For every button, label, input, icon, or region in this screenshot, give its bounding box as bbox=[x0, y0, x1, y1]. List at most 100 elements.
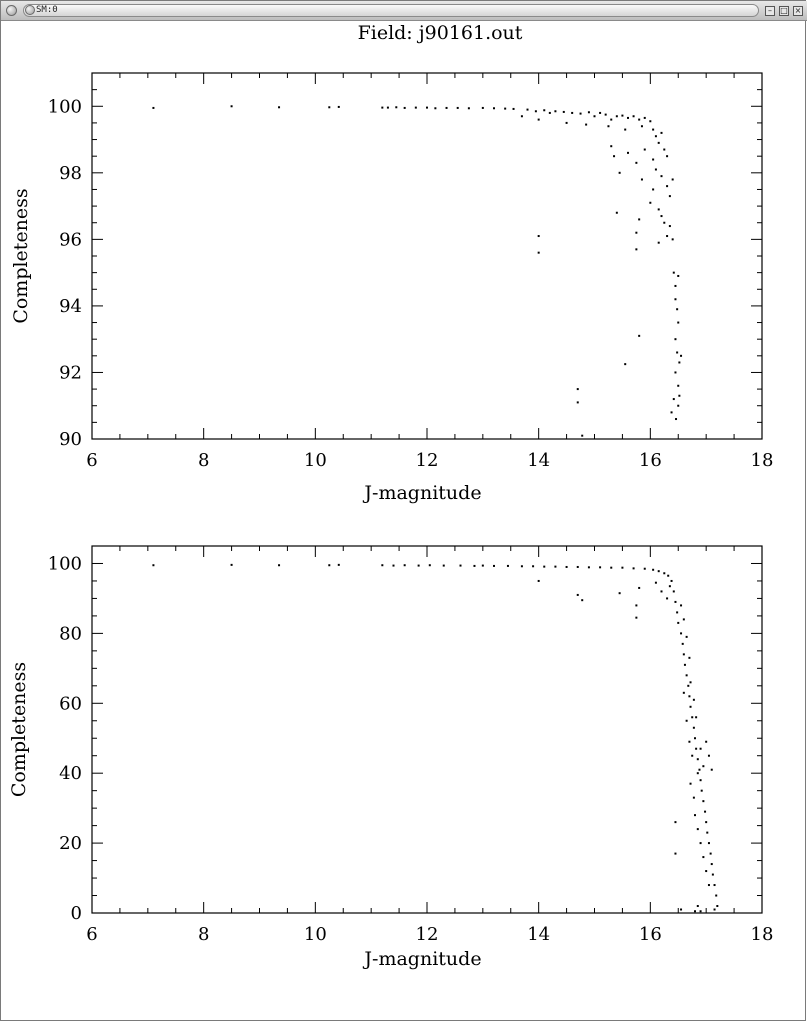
data-point bbox=[537, 118, 540, 121]
data-point bbox=[534, 110, 537, 113]
data-point bbox=[585, 123, 588, 126]
data-point bbox=[627, 116, 629, 119]
data-point bbox=[709, 852, 712, 855]
data-point bbox=[576, 388, 579, 391]
data-point bbox=[624, 363, 627, 366]
data-point bbox=[699, 842, 702, 845]
minimize-icon[interactable]: – bbox=[765, 6, 775, 16]
plot-frame bbox=[91, 72, 763, 440]
x-tick-label: 16 bbox=[639, 450, 662, 471]
data-point bbox=[403, 564, 406, 567]
y-tick-label: 0 bbox=[71, 903, 82, 924]
data-point bbox=[445, 106, 448, 109]
data-point bbox=[565, 121, 568, 124]
x-tick-label: 18 bbox=[751, 450, 774, 471]
x-tick-label: 8 bbox=[198, 450, 209, 471]
data-point bbox=[677, 404, 680, 407]
data-point bbox=[587, 566, 590, 569]
data-point bbox=[632, 567, 635, 570]
data-point bbox=[649, 201, 652, 204]
data-point bbox=[381, 564, 384, 567]
x-tick-label: 10 bbox=[304, 924, 327, 945]
data-point bbox=[682, 618, 685, 621]
data-point bbox=[676, 611, 679, 614]
data-point bbox=[607, 125, 610, 128]
data-point bbox=[696, 758, 699, 761]
data-point bbox=[638, 334, 641, 337]
data-point bbox=[627, 151, 629, 154]
data-point bbox=[677, 384, 680, 387]
data-point bbox=[681, 642, 684, 645]
close-icon[interactable]: × bbox=[793, 6, 803, 16]
data-point bbox=[678, 361, 681, 364]
y-tick-label: 60 bbox=[59, 693, 82, 714]
data-point bbox=[663, 572, 666, 575]
data-point bbox=[694, 910, 696, 913]
data-point bbox=[638, 218, 641, 221]
y-tick-label: 90 bbox=[59, 429, 82, 450]
data-point bbox=[593, 115, 596, 118]
y-tick-label: 92 bbox=[59, 362, 82, 383]
data-point bbox=[692, 726, 695, 729]
y-tick-label: 94 bbox=[59, 296, 82, 317]
data-point bbox=[621, 566, 624, 569]
data-point bbox=[687, 684, 690, 687]
data-point bbox=[685, 635, 688, 638]
data-point bbox=[668, 225, 671, 228]
data-point bbox=[638, 586, 641, 589]
data-point bbox=[635, 161, 638, 164]
data-point bbox=[635, 604, 638, 607]
data-point bbox=[652, 158, 655, 161]
window-menu-icon[interactable] bbox=[6, 5, 17, 16]
data-point bbox=[670, 579, 673, 582]
window-title: SM:0 bbox=[36, 5, 58, 15]
data-point bbox=[581, 599, 584, 602]
data-point bbox=[657, 570, 660, 573]
data-point bbox=[520, 115, 523, 118]
y-tick-label: 98 bbox=[59, 163, 82, 184]
data-point bbox=[576, 401, 579, 404]
title-pill[interactable]: SM:0 bbox=[23, 4, 759, 17]
data-point bbox=[473, 564, 476, 567]
maximize-icon[interactable]: □ bbox=[779, 6, 789, 16]
data-point bbox=[707, 842, 710, 845]
data-point bbox=[610, 566, 613, 569]
data-point bbox=[691, 716, 694, 719]
data-point bbox=[493, 564, 495, 567]
title-bar[interactable]: SM:0 – □ × bbox=[1, 1, 807, 21]
completeness-panel-top: 6 8 10 12 14 16 18 90 92 94 96 98 100 J-magnitude Comp… bbox=[10, 72, 774, 504]
data-point bbox=[702, 765, 705, 768]
x-tick-label: 6 bbox=[86, 924, 97, 945]
plot-frame bbox=[91, 545, 763, 914]
data-point bbox=[716, 905, 719, 908]
data-point bbox=[677, 621, 680, 624]
y-axis-label: Completeness bbox=[8, 662, 30, 797]
data-point bbox=[702, 800, 705, 803]
data-point bbox=[700, 789, 703, 792]
data-point bbox=[337, 105, 340, 108]
y-tick-label: 20 bbox=[59, 833, 82, 854]
data-point bbox=[643, 567, 646, 570]
data-point bbox=[520, 565, 523, 568]
data-point bbox=[643, 116, 646, 119]
data-point bbox=[663, 148, 666, 151]
data-point bbox=[710, 863, 713, 866]
x-tick-label: 12 bbox=[416, 924, 439, 945]
data-point bbox=[672, 398, 675, 401]
sticky-icon[interactable] bbox=[25, 5, 35, 15]
data-point bbox=[632, 115, 635, 118]
data-point bbox=[678, 394, 681, 397]
x-tick-label: 8 bbox=[198, 924, 209, 945]
data-point bbox=[599, 566, 602, 569]
data-point bbox=[504, 107, 507, 110]
data-point bbox=[682, 653, 685, 656]
data-point bbox=[667, 574, 670, 577]
x-axis-label: J-magnitude bbox=[362, 482, 481, 504]
data-point bbox=[442, 564, 445, 567]
data-point bbox=[694, 814, 696, 817]
data-point bbox=[581, 434, 584, 437]
data-point bbox=[537, 251, 540, 254]
data-point bbox=[635, 231, 638, 234]
data-point bbox=[705, 870, 708, 873]
